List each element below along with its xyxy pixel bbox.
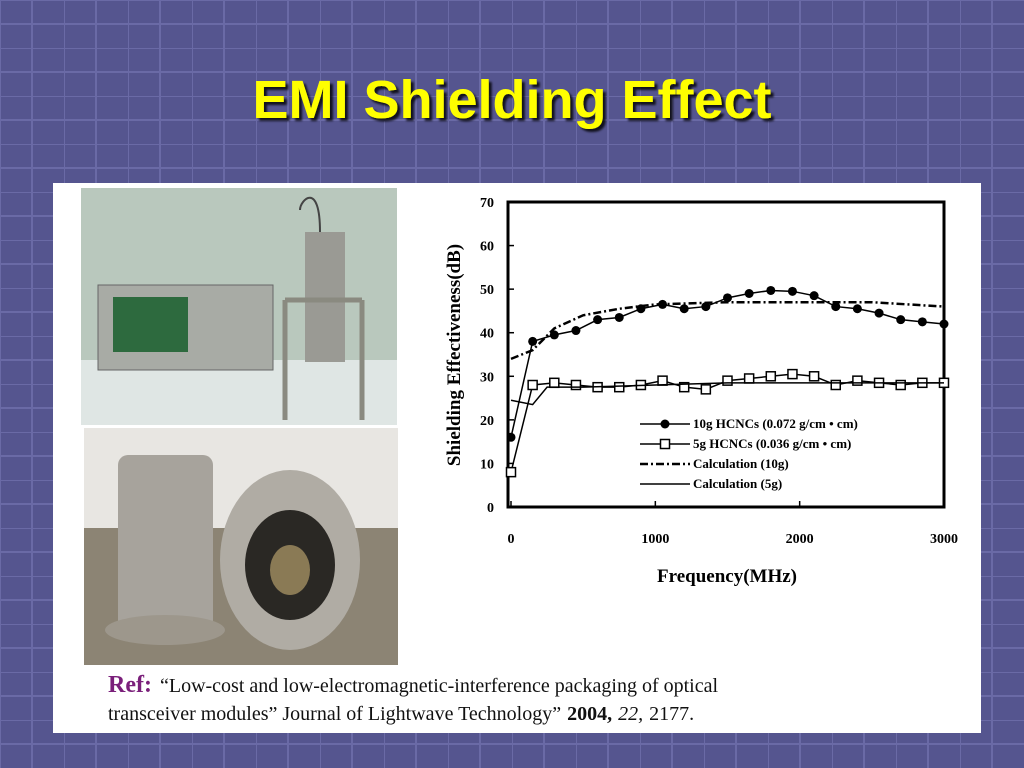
data-point	[787, 368, 798, 380]
series-line	[510, 300, 945, 361]
data-point	[917, 317, 927, 327]
photo-fixture	[84, 428, 398, 665]
y-tick-label: 20	[480, 414, 494, 429]
y-tick-label: 60	[480, 240, 494, 255]
ref-year: 2004,	[567, 703, 612, 725]
data-point	[614, 312, 624, 322]
ref-volume: 22,	[618, 703, 643, 725]
data-point	[809, 291, 819, 301]
data-point	[743, 373, 755, 384]
y-tick-label: 50	[480, 283, 494, 298]
legend-label: Calculation (10g)	[693, 456, 789, 471]
data-point	[570, 379, 582, 391]
data-point	[505, 466, 517, 478]
data-point	[571, 326, 581, 336]
data-point	[506, 432, 516, 442]
data-point	[528, 336, 538, 346]
y-axis-title: Shielding Effectiveness(dB)	[444, 244, 465, 466]
x-axis-title: Frequency(MHz)	[657, 566, 797, 587]
data-point	[723, 293, 732, 303]
data-point	[852, 304, 862, 314]
x-tick-label: 2000	[786, 532, 814, 547]
data-point	[527, 379, 538, 391]
data-point	[766, 285, 776, 295]
data-point	[852, 375, 863, 386]
data-point	[679, 304, 689, 314]
data-point	[722, 375, 733, 386]
legend-marker	[660, 419, 670, 429]
data-point	[593, 315, 603, 325]
data-point	[895, 379, 906, 391]
x-tick-label: 3000	[930, 532, 958, 547]
data-point	[808, 371, 820, 382]
series-line	[510, 382, 944, 406]
legend-label: Calculation (5g)	[693, 476, 782, 491]
data-point	[874, 308, 884, 318]
ref-text: “Low-cost and low-electromagnetic-interf…	[160, 675, 719, 697]
data-point	[614, 381, 625, 393]
data-point	[765, 371, 777, 382]
data-point	[787, 286, 797, 296]
ref-text: transceiver modules” Journal of Lightwav…	[108, 703, 561, 725]
legend-label: 10g HCNCs (0.072 g/cm • cm)	[693, 416, 858, 431]
y-tick-label: 70	[480, 196, 494, 211]
legend-label: 5g HCNCs (0.036 g/cm • cm)	[693, 436, 851, 451]
data-point	[830, 379, 841, 391]
data-point	[657, 375, 668, 386]
photo-instrument	[81, 188, 397, 425]
y-tick-label: 10	[480, 457, 494, 472]
ref-line-2: transceiver modules” Journal of Lightwav…	[108, 703, 694, 725]
y-tick-label: 40	[480, 327, 494, 342]
data-point	[549, 330, 559, 340]
data-point	[549, 377, 560, 389]
slide-title: EMI Shielding Effect	[252, 70, 771, 130]
data-point	[744, 289, 754, 298]
y-tick-label: 30	[480, 370, 494, 385]
data-point	[678, 381, 690, 393]
ref-line-1: Ref: “Low-cost and low-electromagnetic-in…	[108, 672, 718, 698]
y-tick-label: 0	[487, 501, 494, 516]
x-tick-label: 1000	[641, 532, 669, 547]
x-tick-label: 0	[508, 532, 515, 547]
plot-frame	[506, 200, 946, 509]
ref-pages: 2177.	[649, 703, 694, 725]
legend-marker	[659, 438, 671, 450]
data-point	[701, 302, 711, 312]
data-point	[939, 319, 949, 329]
ref-label: Ref:	[108, 672, 152, 698]
data-point	[896, 315, 906, 325]
data-point	[831, 302, 841, 312]
data-point	[700, 384, 712, 395]
